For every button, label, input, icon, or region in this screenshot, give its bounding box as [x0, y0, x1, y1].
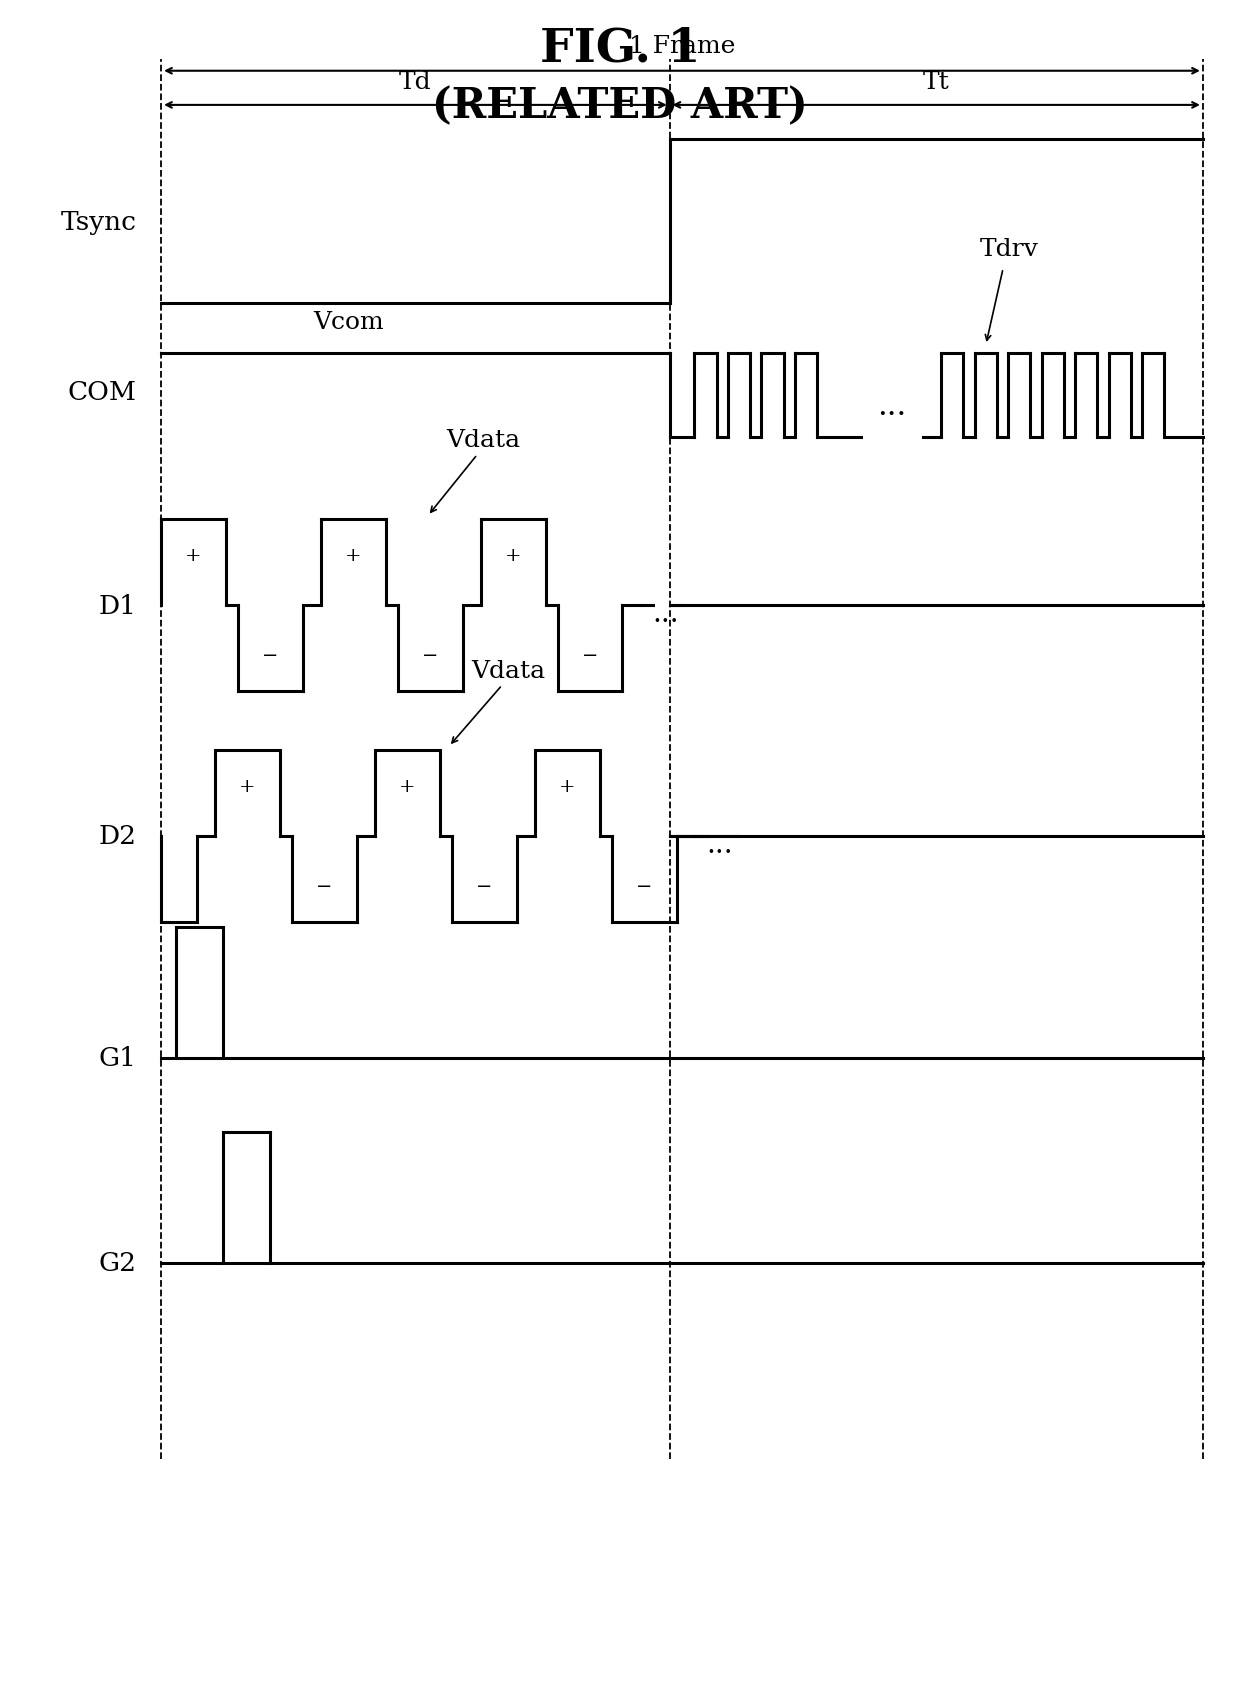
- Text: (RELATED ART): (RELATED ART): [432, 85, 808, 128]
- Text: +: +: [345, 546, 362, 565]
- Text: Tdrv: Tdrv: [980, 237, 1039, 261]
- Text: +: +: [185, 546, 202, 565]
- Text: +: +: [559, 777, 575, 795]
- Text: D2: D2: [98, 824, 136, 848]
- Text: COM: COM: [67, 381, 136, 405]
- Text: −: −: [316, 877, 332, 896]
- Text: G1: G1: [98, 1046, 136, 1070]
- Text: Vcom: Vcom: [314, 311, 384, 335]
- Text: −: −: [422, 647, 439, 666]
- Text: ...: ...: [652, 601, 680, 628]
- Text: +: +: [505, 546, 522, 565]
- Text: ...: ...: [877, 391, 906, 422]
- Text: +: +: [399, 777, 415, 795]
- Text: 1 Frame: 1 Frame: [629, 36, 735, 58]
- Text: −: −: [636, 877, 652, 896]
- Text: −: −: [262, 647, 279, 666]
- Text: −: −: [476, 877, 492, 896]
- Text: Tt: Tt: [923, 72, 950, 94]
- Text: −: −: [582, 647, 599, 666]
- Text: G2: G2: [98, 1251, 136, 1275]
- Text: Td: Td: [399, 72, 432, 94]
- Text: ...: ...: [707, 831, 733, 859]
- Text: Tsync: Tsync: [61, 210, 136, 234]
- Text: +: +: [239, 777, 255, 795]
- Text: Vdata: Vdata: [471, 659, 546, 683]
- Text: FIG. 1: FIG. 1: [539, 26, 701, 72]
- Text: D1: D1: [98, 594, 136, 618]
- Text: Vdata: Vdata: [446, 428, 521, 452]
